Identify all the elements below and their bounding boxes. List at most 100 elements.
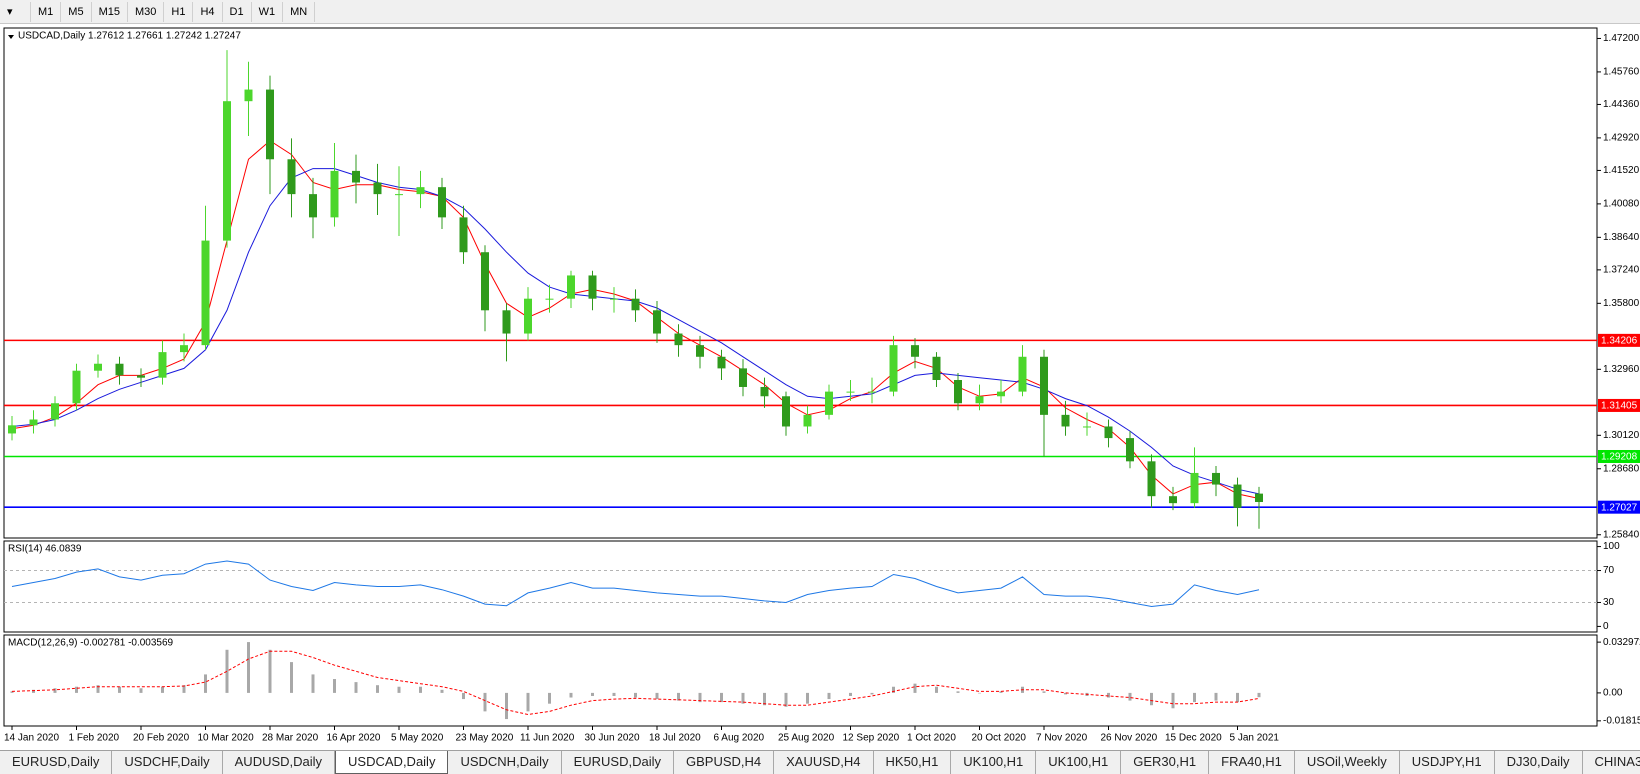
candle-body — [610, 299, 618, 300]
x-tick-label: 14 Jan 2020 — [4, 733, 59, 744]
chart-tab[interactable]: FRA40,H1 — [1209, 751, 1295, 774]
macd-bar — [656, 693, 659, 699]
candle-body — [847, 392, 855, 393]
timeframe-button[interactable]: H1 — [164, 2, 193, 22]
candle-body — [116, 364, 124, 376]
macd-bar — [247, 642, 250, 693]
chart-tab[interactable]: UK100,H1 — [951, 751, 1036, 774]
y-tick-label: 1.47200 — [1603, 33, 1640, 44]
macd-bar — [935, 687, 938, 693]
chart-tab[interactable]: GER30,H1 — [1121, 751, 1209, 774]
macd-bar — [978, 693, 981, 694]
chart-tab[interactable]: XAUUSD,H4 — [774, 751, 873, 774]
panel-frame — [4, 28, 1597, 538]
y-tick-label: 1.44360 — [1603, 99, 1640, 110]
level-label: 1.27027 — [1601, 502, 1638, 513]
y-tick-label: 1.42920 — [1603, 133, 1640, 144]
x-tick-label: 1 Oct 2020 — [907, 733, 956, 744]
x-tick-label: 30 Jun 2020 — [585, 733, 640, 744]
y-tick-label: 1.30120 — [1603, 430, 1640, 441]
y-tick-label: 0.00 — [1603, 688, 1623, 699]
chart-tab[interactable]: USDCNH,Daily — [448, 751, 561, 774]
candle-body — [696, 345, 704, 357]
candle-body — [51, 403, 59, 419]
candle-body — [933, 357, 941, 380]
y-tick-label: 0.032972 — [1603, 637, 1640, 648]
candle-body — [202, 241, 210, 346]
candle-body — [245, 90, 253, 102]
candle-body — [1169, 496, 1177, 503]
chart-tab[interactable]: DJ30,Daily — [1495, 751, 1583, 774]
panel-frame — [4, 635, 1597, 726]
macd-bar — [1150, 693, 1153, 705]
candle-body — [1212, 473, 1220, 485]
y-tick-label: 1.37240 — [1603, 265, 1640, 276]
macd-bar — [484, 693, 487, 711]
x-tick-label: 18 Jul 2020 — [649, 733, 701, 744]
x-tick-label: 12 Sep 2020 — [843, 733, 900, 744]
candle-body — [524, 299, 532, 334]
candle-body — [288, 159, 296, 194]
timeframe-button[interactable]: H4 — [193, 2, 222, 22]
chart-window: 1.472001.457601.443601.429201.415201.400… — [0, 0, 1640, 750]
timeframe-button[interactable]: M1 — [31, 2, 61, 22]
candle-body — [352, 171, 360, 183]
chart-tab[interactable]: UK100,H1 — [1036, 751, 1121, 774]
candle-body — [331, 171, 339, 217]
candle-body — [94, 364, 102, 371]
macd-bar — [1172, 693, 1175, 708]
chart-tab[interactable]: USDCAD,Daily — [335, 751, 448, 774]
candle-body — [825, 392, 833, 415]
panel-title: USDCAD,Daily 1.27612 1.27661 1.27242 1.2… — [18, 31, 241, 42]
chart-tab[interactable]: EURUSD,Daily — [562, 751, 674, 774]
candle-body — [1040, 357, 1048, 415]
timeframe-button[interactable]: M15 — [92, 2, 128, 22]
candle-body — [718, 357, 726, 369]
macd-bar — [720, 693, 723, 702]
macd-bar — [118, 687, 121, 693]
candle-body — [266, 90, 274, 160]
timeframe-button[interactable]: MN — [283, 2, 315, 22]
candle-body — [761, 387, 769, 396]
candle-body — [1019, 357, 1027, 392]
macd-bar — [269, 650, 272, 693]
level-label: 1.34206 — [1601, 336, 1638, 347]
candle-body — [481, 252, 489, 310]
macd-bar — [1107, 693, 1110, 698]
chart-tab[interactable]: GBPUSD,H4 — [674, 751, 774, 774]
macd-bar — [290, 662, 293, 693]
y-tick-label: 0 — [1603, 621, 1609, 632]
candle-body — [137, 375, 145, 377]
candle-body — [1234, 485, 1242, 508]
y-tick-label: 1.40080 — [1603, 199, 1640, 210]
macd-bar — [634, 693, 637, 698]
macd-bar — [1215, 693, 1218, 701]
toolbar-icon[interactable]: ▾ — [0, 2, 31, 22]
candle-body — [675, 334, 683, 346]
candle-body — [503, 310, 511, 333]
macd-bar — [376, 685, 379, 693]
chart-tab[interactable]: USDCHF,Daily — [112, 751, 222, 774]
macd-bar — [1043, 691, 1046, 693]
candle-body — [868, 392, 876, 393]
x-tick-label: 20 Oct 2020 — [972, 733, 1027, 744]
chart-tab[interactable]: EURUSD,Daily — [0, 751, 112, 774]
timeframe-button[interactable]: D1 — [223, 2, 252, 22]
macd-bar — [849, 693, 852, 696]
chart-tab[interactable]: HK50,H1 — [874, 751, 952, 774]
timeframe-button[interactable]: W1 — [252, 2, 284, 22]
candle-body — [911, 345, 919, 357]
timeframe-button[interactable]: M30 — [128, 2, 164, 22]
x-tick-label: 1 Feb 2020 — [69, 733, 120, 744]
candle-body — [417, 187, 425, 194]
chart-tab[interactable]: USOil,Weekly — [1295, 751, 1400, 774]
macd-bar — [1236, 693, 1239, 702]
chart-tab[interactable]: USDJPY,H1 — [1400, 751, 1495, 774]
timeframe-button[interactable]: M5 — [61, 2, 91, 22]
chart-tab[interactable]: CHINA300,H1 — [1583, 751, 1640, 774]
candle-body — [567, 275, 575, 298]
macd-bar — [75, 687, 78, 693]
chart-tab[interactable]: AUDUSD,Daily — [223, 751, 335, 774]
macd-bar — [548, 693, 551, 704]
macd-bar — [1258, 693, 1261, 697]
